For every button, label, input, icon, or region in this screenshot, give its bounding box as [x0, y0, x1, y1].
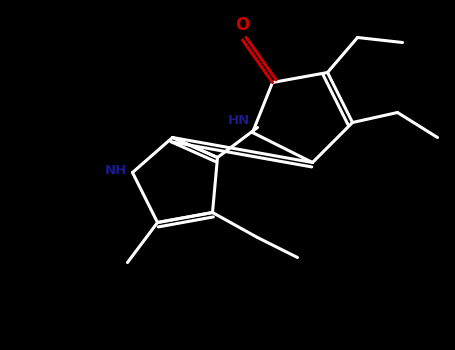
Text: O: O	[235, 16, 250, 34]
Text: HN: HN	[228, 113, 250, 126]
Text: NH: NH	[105, 163, 127, 176]
